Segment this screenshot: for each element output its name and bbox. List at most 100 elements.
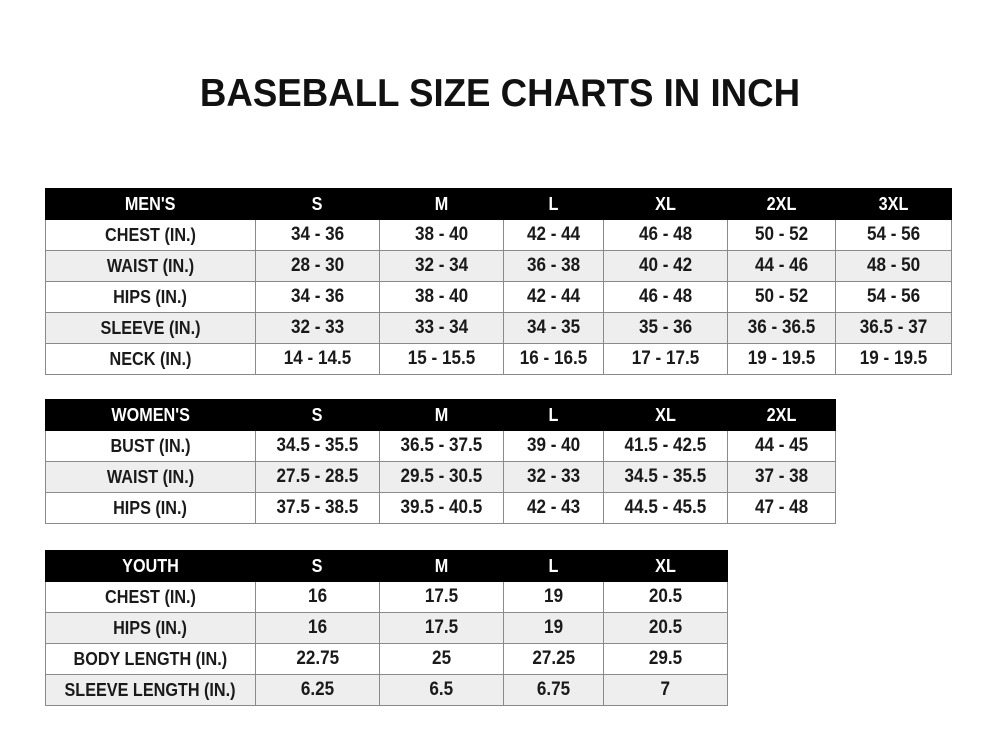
size-value: 34.5 - 35.5 xyxy=(255,430,380,462)
measurement-label: SLEEVE (IN.) xyxy=(45,312,256,344)
size-value: 42 - 44 xyxy=(503,219,604,251)
size-value: 42 - 43 xyxy=(503,492,604,524)
cell-text: 54 - 56 xyxy=(866,286,921,307)
header-label: L xyxy=(548,193,559,214)
cell-text: 19 xyxy=(543,617,564,638)
cell-text: 46 - 48 xyxy=(638,224,693,245)
header-label: M xyxy=(434,404,449,425)
table-row: SLEEVE (IN.) 32 - 33 33 - 34 34 - 35 35 - 36… xyxy=(45,312,952,344)
size-value: 34.5 - 35.5 xyxy=(603,461,728,493)
measurement-label: HIPS (IN.) xyxy=(45,612,256,644)
size-value: 17.5 xyxy=(379,581,504,613)
table-row: BUST (IN.) 34.5 - 35.5 36.5 - 37.5 39 - 40 4… xyxy=(45,430,836,462)
cell-text: 17.5 xyxy=(424,617,459,638)
size-value: 34 - 36 xyxy=(255,219,380,251)
cell-text: 42 - 44 xyxy=(526,224,581,245)
size-value: 6.25 xyxy=(255,674,380,706)
size-value: 48 - 50 xyxy=(835,250,952,282)
header-label: 2XL xyxy=(766,404,797,425)
cell-text: 14 - 14.5 xyxy=(283,348,352,369)
size-value: 19 - 19.5 xyxy=(835,343,952,375)
header-label: M xyxy=(434,555,449,576)
size-header: 2XL xyxy=(727,399,836,431)
size-value: 38 - 40 xyxy=(379,219,504,251)
size-value: 29.5 - 30.5 xyxy=(379,461,504,493)
youth-size-table: YOUTH S M L XL CHEST (IN.) 16 17.5 19 20.5 HIPS (I… xyxy=(45,550,728,706)
cell-text: CHEST (IN.) xyxy=(105,586,196,607)
cell-text: SLEEVE LENGTH (IN.) xyxy=(64,679,236,700)
size-value: 16 xyxy=(255,612,380,644)
measurement-label: NECK (IN.) xyxy=(45,343,256,375)
size-header: XL xyxy=(603,188,728,220)
cell-text: 39.5 - 40.5 xyxy=(400,497,483,518)
size-header: XL xyxy=(603,399,728,431)
size-value: 22.75 xyxy=(255,643,380,675)
header-label: XL xyxy=(655,404,676,425)
size-value: 35 - 36 xyxy=(603,312,728,344)
cell-text: 19 - 19.5 xyxy=(747,348,816,369)
measurement-label: WAIST (IN.) xyxy=(45,250,256,282)
size-value: 33 - 34 xyxy=(379,312,504,344)
size-value: 6.5 xyxy=(379,674,504,706)
measurement-label: CHEST (IN.) xyxy=(45,581,256,613)
measurement-label: WAIST (IN.) xyxy=(45,461,256,493)
size-header: S xyxy=(255,399,380,431)
size-value: 37 - 38 xyxy=(727,461,836,493)
size-value: 16 xyxy=(255,581,380,613)
header-label: 3XL xyxy=(878,193,909,214)
category-header: MEN'S xyxy=(45,188,256,220)
size-value: 32 - 34 xyxy=(379,250,504,282)
header-label: S xyxy=(312,555,323,576)
cell-text: 25 xyxy=(431,648,452,669)
cell-text: 42 - 44 xyxy=(526,286,581,307)
cell-text: WAIST (IN.) xyxy=(106,466,195,487)
cell-text: 35 - 36 xyxy=(638,317,693,338)
size-value: 47 - 48 xyxy=(727,492,836,524)
cell-text: CHEST (IN.) xyxy=(105,224,196,245)
cell-text: 34.5 - 35.5 xyxy=(276,435,359,456)
size-header: 3XL xyxy=(835,188,952,220)
mens-size-table: MEN'S S M L XL 2XL 3XL CHEST (IN.) 34 - 36 38 - 4… xyxy=(45,188,952,375)
size-value: 19 - 19.5 xyxy=(727,343,836,375)
cell-text: 41.5 - 42.5 xyxy=(624,435,707,456)
cell-text: 32 - 34 xyxy=(414,255,469,276)
cell-text: 28 - 30 xyxy=(290,255,345,276)
cell-text: 22.75 xyxy=(296,648,339,669)
size-value: 25 xyxy=(379,643,504,675)
header-row: MEN'S S M L XL 2XL 3XL xyxy=(45,188,952,220)
size-value: 44.5 - 45.5 xyxy=(603,492,728,524)
cell-text: HIPS (IN.) xyxy=(113,617,188,638)
cell-text: 34 - 35 xyxy=(526,317,581,338)
measurement-label: HIPS (IN.) xyxy=(45,281,256,313)
page-title: BASEBALL SIZE CHARTS IN INCH xyxy=(199,72,801,115)
size-value: 38 - 40 xyxy=(379,281,504,313)
size-value: 54 - 56 xyxy=(835,219,952,251)
size-header: XL xyxy=(603,550,728,582)
cell-text: 46 - 48 xyxy=(638,286,693,307)
header-label: S xyxy=(312,404,323,425)
size-value: 17.5 xyxy=(379,612,504,644)
cell-text: 44 - 45 xyxy=(754,435,809,456)
table-row: CHEST (IN.) 34 - 36 38 - 40 42 - 44 46 - 48 5… xyxy=(45,219,952,251)
cell-text: 6.25 xyxy=(300,679,335,700)
cell-text: 34 - 36 xyxy=(290,286,345,307)
cell-text: SLEEVE (IN.) xyxy=(100,317,201,338)
size-value: 54 - 56 xyxy=(835,281,952,313)
cell-text: 20.5 xyxy=(648,586,683,607)
size-value: 36 - 36.5 xyxy=(727,312,836,344)
size-value: 20.5 xyxy=(603,581,728,613)
header-label: M xyxy=(434,193,449,214)
category-header: WOMEN'S xyxy=(45,399,256,431)
size-header: M xyxy=(379,399,504,431)
header-label: WOMEN'S xyxy=(111,404,190,425)
cell-text: 48 - 50 xyxy=(866,255,921,276)
cell-text: 40 - 42 xyxy=(638,255,693,276)
header-row: YOUTH S M L XL xyxy=(45,550,728,582)
cell-text: 32 - 33 xyxy=(290,317,345,338)
cell-text: 50 - 52 xyxy=(754,224,809,245)
table-row: NECK (IN.) 14 - 14.5 15 - 15.5 16 - 16.5 17 … xyxy=(45,343,952,375)
size-value: 46 - 48 xyxy=(603,281,728,313)
size-header: S xyxy=(255,188,380,220)
measurement-label: CHEST (IN.) xyxy=(45,219,256,251)
size-header: 2XL xyxy=(727,188,836,220)
